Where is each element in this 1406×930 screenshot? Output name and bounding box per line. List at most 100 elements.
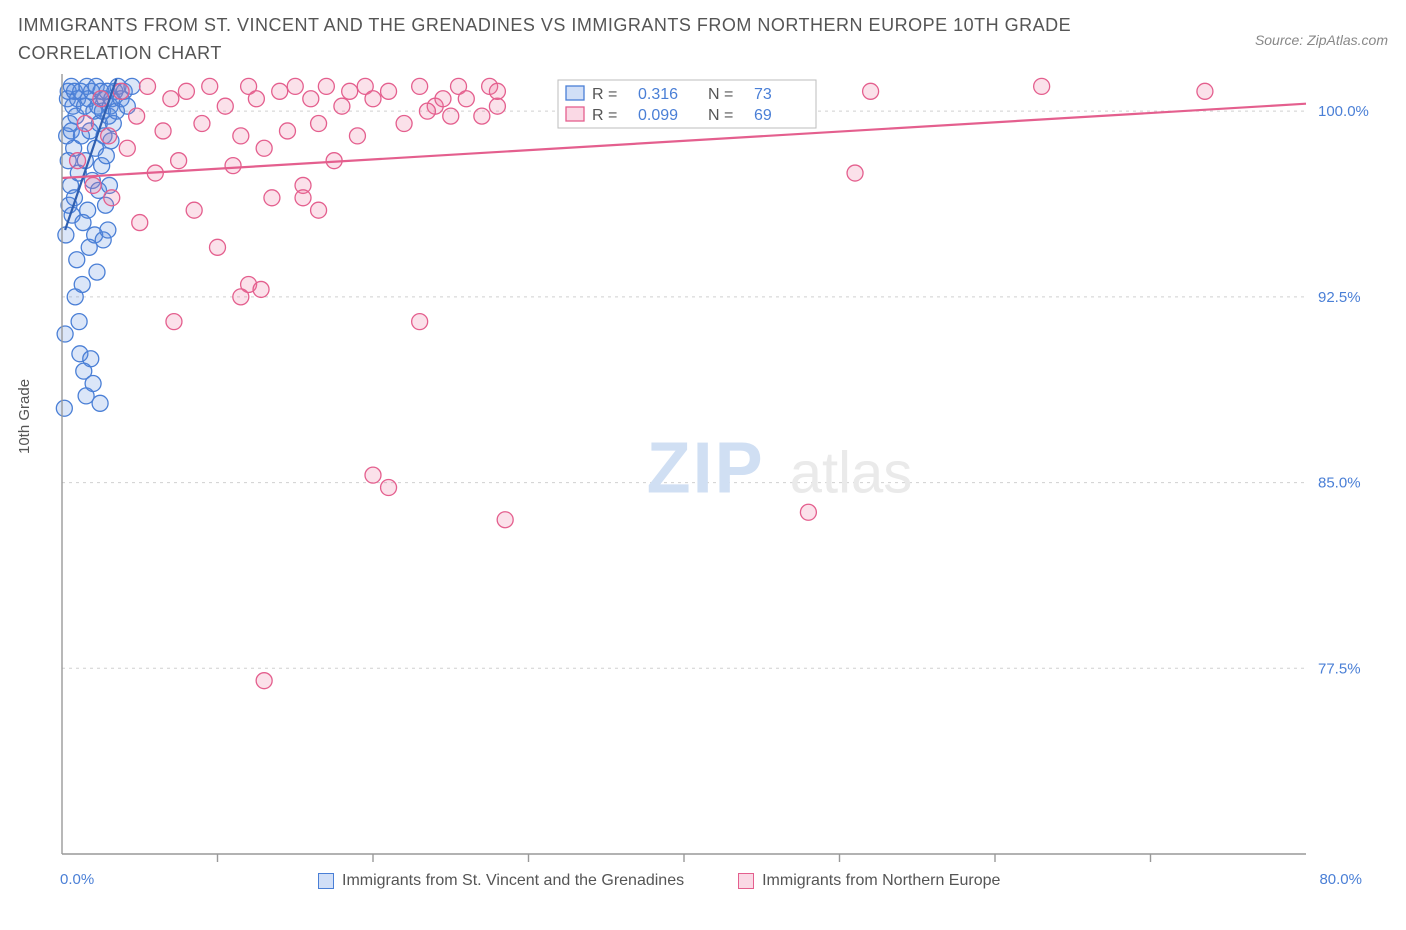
scatter-point	[435, 91, 451, 107]
scatter-point	[489, 98, 505, 114]
scatter-point	[443, 108, 459, 124]
scatter-point	[1034, 78, 1050, 94]
scatter-point	[381, 83, 397, 99]
scatter-point	[178, 83, 194, 99]
scatter-plot: ZIP atlas 100.0% 92.5% 85.0% 77.5% 0.0% 80.0% R …	[18, 74, 1390, 894]
watermark: atlas	[790, 440, 913, 505]
scatter-point	[412, 78, 428, 94]
scatter-point	[396, 115, 412, 131]
stats-label: R =	[592, 107, 617, 124]
scatter-point	[287, 78, 303, 94]
scatter-point	[104, 190, 120, 206]
scatter-point	[334, 98, 350, 114]
scatter-point	[256, 140, 272, 156]
y-tick-label: 92.5%	[1318, 289, 1361, 306]
y-tick-label: 77.5%	[1318, 660, 1361, 677]
scatter-point	[163, 91, 179, 107]
scatter-point	[113, 83, 129, 99]
scatter-point	[474, 108, 490, 124]
scatter-point	[248, 91, 264, 107]
scatter-point	[89, 264, 105, 280]
scatter-point	[101, 128, 117, 144]
scatter-point	[140, 78, 156, 94]
scatter-point	[419, 103, 435, 119]
stats-value: 0.099	[638, 107, 678, 124]
stats-value: 73	[754, 86, 772, 103]
scatter-point	[80, 202, 96, 218]
scatter-point	[85, 375, 101, 391]
scatter-point	[279, 123, 295, 139]
scatter-point	[171, 152, 187, 168]
stats-value: 69	[754, 107, 772, 124]
scatter-point	[264, 190, 280, 206]
scatter-point	[129, 108, 145, 124]
scatter-point	[98, 147, 114, 163]
scatter-point	[155, 123, 171, 139]
scatter-point	[71, 313, 87, 329]
scatter-point	[497, 511, 513, 527]
scatter-point	[56, 400, 72, 416]
x-tick-label: 0.0%	[60, 871, 94, 888]
scatter-point	[1197, 83, 1213, 99]
chart-title: IMMIGRANTS FROM ST. VINCENT AND THE GREN…	[18, 12, 1148, 68]
scatter-point	[85, 177, 101, 193]
scatter-point	[132, 214, 148, 230]
scatter-point	[119, 140, 135, 156]
scatter-point	[458, 91, 474, 107]
scatter-point	[233, 128, 249, 144]
scatter-point	[311, 202, 327, 218]
scatter-point	[57, 326, 73, 342]
y-tick-label: 85.0%	[1318, 474, 1361, 491]
scatter-point	[342, 83, 358, 99]
legend-label: Immigrants from Northern Europe	[762, 872, 1000, 890]
scatter-point	[166, 313, 182, 329]
scatter-point	[365, 467, 381, 483]
scatter-point	[272, 83, 288, 99]
stats-swatch-icon	[566, 107, 584, 121]
stats-swatch-icon	[566, 86, 584, 100]
y-tick-label: 100.0%	[1318, 103, 1369, 120]
legend-label: Immigrants from St. Vincent and the Gren…	[342, 872, 684, 890]
chart-container: 10th Grade ZIP atlas 100.0% 92.5% 85.0% 77.5%…	[18, 74, 1388, 894]
scatter-point	[202, 78, 218, 94]
scatter-point	[303, 91, 319, 107]
scatter-point	[100, 222, 116, 238]
scatter-point	[349, 128, 365, 144]
scatter-point	[412, 313, 428, 329]
scatter-point	[83, 351, 99, 367]
scatter-point	[225, 157, 241, 173]
scatter-point	[69, 251, 85, 267]
scatter-point	[93, 91, 109, 107]
legend: Immigrants from St. Vincent and the Gren…	[318, 872, 1000, 890]
scatter-point	[186, 202, 202, 218]
scatter-point	[233, 289, 249, 305]
scatter-point	[318, 78, 334, 94]
source-credit: Source: ZipAtlas.com	[1255, 32, 1388, 48]
scatter-point	[311, 115, 327, 131]
scatter-point	[863, 83, 879, 99]
scatter-point	[253, 281, 269, 297]
scatter-point	[381, 479, 397, 495]
scatter-point	[365, 91, 381, 107]
scatter-point	[256, 672, 272, 688]
stats-label: N =	[708, 86, 733, 103]
scatter-point	[847, 165, 863, 181]
x-tick-label: 80.0%	[1319, 871, 1362, 888]
scatter-point	[217, 98, 233, 114]
scatter-point	[92, 395, 108, 411]
legend-swatch-icon	[318, 873, 334, 889]
legend-swatch-icon	[738, 873, 754, 889]
stats-label: R =	[592, 86, 617, 103]
legend-item-svg: Immigrants from St. Vincent and the Gren…	[318, 872, 684, 890]
scatter-point	[489, 83, 505, 99]
watermark: ZIP	[647, 428, 765, 508]
scatter-point	[194, 115, 210, 131]
scatter-point	[295, 190, 311, 206]
y-axis-label: 10th Grade	[16, 379, 33, 454]
scatter-point	[800, 504, 816, 520]
scatter-point	[70, 152, 86, 168]
stats-label: N =	[708, 107, 733, 124]
legend-item-neu: Immigrants from Northern Europe	[738, 872, 1000, 890]
stats-value: 0.316	[638, 86, 678, 103]
scatter-point	[77, 115, 93, 131]
